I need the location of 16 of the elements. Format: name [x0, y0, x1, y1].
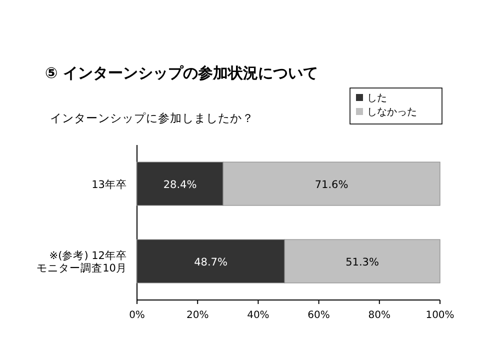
chart-subtitle: インターンシップに参加しましたか？ — [50, 111, 254, 125]
legend-label: した — [367, 93, 387, 104]
data-label: 28.4% — [163, 178, 197, 191]
x-tick-label: 20% — [186, 310, 209, 321]
y-tick-label: ※(参考) 12年卒モニター調査10月 — [36, 248, 127, 275]
x-tick-label: 40% — [247, 310, 270, 321]
data-label: 51.3% — [346, 256, 379, 268]
chart-title: ⑤ インターンシップの参加状況について — [45, 64, 318, 82]
data-label: 71.6% — [314, 178, 348, 191]
data-label: 48.7% — [194, 256, 228, 268]
legend-label: しなかった — [367, 107, 417, 118]
x-tick-label: 0% — [129, 310, 145, 321]
x-tick-label: 60% — [308, 310, 330, 321]
x-tick-label: 100% — [426, 310, 454, 321]
x-tick-label: 80% — [368, 310, 391, 321]
y-tick-label: 13年卒 — [92, 178, 127, 191]
